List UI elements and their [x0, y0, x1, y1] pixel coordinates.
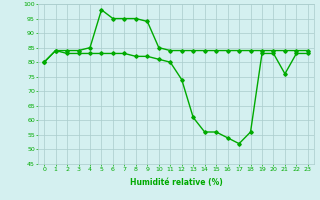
X-axis label: Humidité relative (%): Humidité relative (%): [130, 178, 222, 187]
